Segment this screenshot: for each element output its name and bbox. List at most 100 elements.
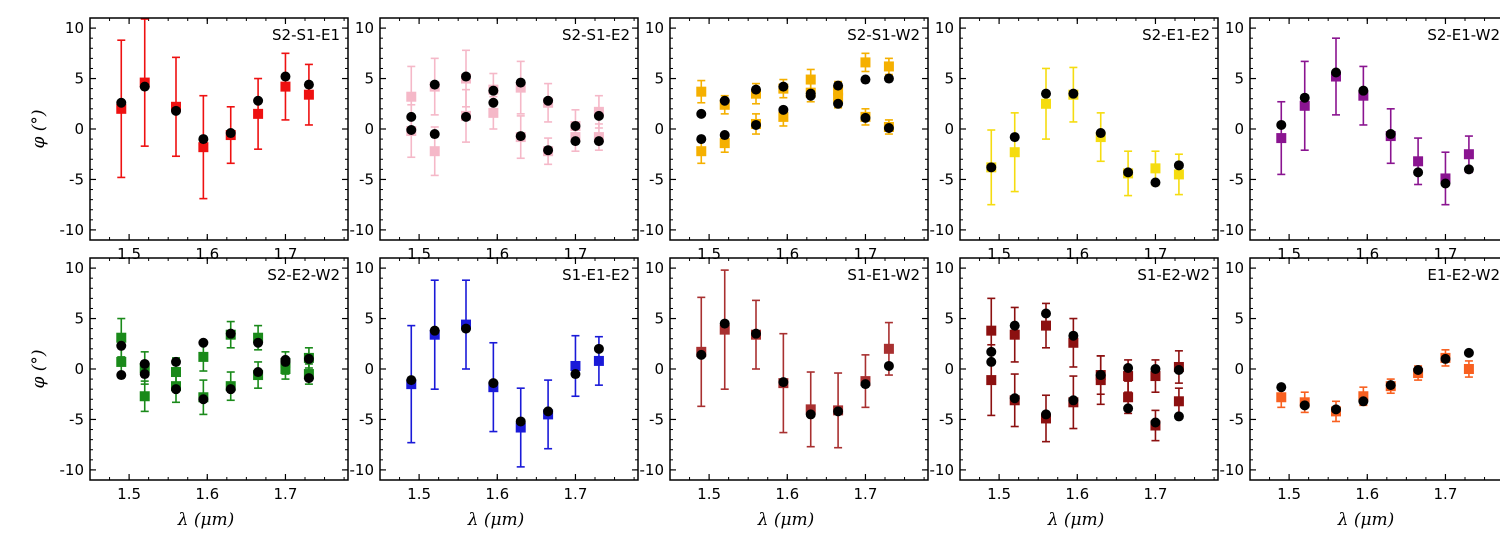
measured-marker bbox=[406, 91, 417, 102]
y-tick-label: -5 bbox=[359, 170, 374, 188]
model-marker bbox=[1041, 88, 1051, 99]
model-marker bbox=[198, 394, 209, 405]
model-marker bbox=[515, 77, 526, 88]
plot-frame bbox=[669, 17, 929, 241]
y-tick-label: 5 bbox=[654, 70, 664, 88]
model-marker bbox=[986, 356, 997, 367]
x-tick-label: 1.7 bbox=[564, 485, 588, 503]
y-tick-label: -10 bbox=[930, 221, 955, 239]
model-marker bbox=[406, 375, 417, 386]
x-tick-label: 1.7 bbox=[1144, 485, 1168, 503]
plot-frame bbox=[379, 257, 639, 481]
model-marker bbox=[429, 325, 440, 336]
model-marker bbox=[696, 108, 707, 119]
y-axis-label-bottom: φ (°) bbox=[29, 349, 49, 388]
y-tick-label: 5 bbox=[74, 310, 84, 328]
measured-marker bbox=[805, 74, 816, 85]
plot-frame bbox=[89, 257, 349, 481]
model-marker bbox=[1385, 129, 1396, 140]
y-tick-label: 0 bbox=[944, 360, 954, 378]
measured-marker bbox=[139, 391, 150, 402]
series-model-1 bbox=[986, 308, 1184, 381]
model-marker bbox=[778, 104, 789, 115]
model-marker bbox=[280, 71, 291, 82]
y-tick-label: 5 bbox=[1234, 70, 1244, 88]
measured-marker bbox=[515, 422, 526, 433]
model-marker bbox=[833, 80, 844, 91]
y-tick-label: -5 bbox=[939, 170, 954, 188]
panel-6: 1.5 1.6 1.7 10 5 0 -5 -10 S2-E2-W2 bbox=[60, 257, 349, 503]
plot-frame bbox=[89, 17, 349, 241]
model-marker bbox=[883, 122, 894, 133]
model-marker bbox=[253, 95, 264, 106]
model-marker bbox=[515, 416, 526, 427]
model-marker bbox=[805, 409, 816, 420]
model-marker bbox=[406, 111, 417, 122]
model-marker bbox=[1463, 347, 1474, 358]
model-marker bbox=[1173, 411, 1184, 422]
model-marker bbox=[1331, 67, 1341, 78]
x-tick-label: 1.6 bbox=[485, 485, 509, 503]
measured-marker bbox=[1413, 156, 1424, 167]
model-marker bbox=[1358, 85, 1369, 96]
panel-10: 1.5 1.6 1.7 10 5 0 -5 -10 E1-E2-W2 bbox=[1220, 257, 1500, 503]
measured-marker bbox=[883, 343, 894, 354]
model-marker bbox=[1009, 132, 1020, 143]
y-tick-label: 10 bbox=[65, 19, 84, 37]
series-measured-1 bbox=[986, 297, 1184, 406]
series-model-1 bbox=[406, 71, 604, 131]
model-marker bbox=[1173, 160, 1184, 171]
measured-marker bbox=[280, 364, 291, 374]
model-marker bbox=[139, 81, 150, 92]
y-tick-label: 5 bbox=[364, 70, 374, 88]
y-tick-label: -5 bbox=[69, 170, 84, 188]
measured-marker bbox=[719, 138, 730, 149]
measured-marker bbox=[1440, 173, 1451, 184]
plot-frame bbox=[959, 17, 1219, 241]
series-model bbox=[116, 71, 314, 145]
model-marker bbox=[1413, 167, 1424, 178]
model-marker bbox=[1440, 178, 1451, 189]
model-marker bbox=[1009, 393, 1020, 404]
x-tick-label: 1.5 bbox=[407, 485, 431, 503]
model-marker bbox=[116, 370, 127, 381]
measured-marker bbox=[986, 325, 997, 336]
model-marker bbox=[303, 373, 314, 384]
model-marker bbox=[570, 120, 581, 131]
measured-marker bbox=[253, 108, 264, 119]
x-axis-label-4: λ (μm) bbox=[1047, 510, 1105, 530]
model-marker bbox=[1413, 365, 1424, 376]
plot-frame bbox=[1249, 17, 1500, 241]
panel-title: E1-E2-W2 bbox=[1427, 266, 1500, 284]
measured-marker bbox=[1009, 147, 1020, 158]
x-axis-label-3: λ (μm) bbox=[757, 510, 815, 530]
measured-marker bbox=[986, 375, 997, 386]
panel-title: S1-E1-W2 bbox=[847, 266, 920, 284]
model-marker bbox=[488, 85, 499, 96]
y-tick-label: 5 bbox=[74, 70, 84, 88]
y-tick-label: 10 bbox=[355, 259, 374, 277]
model-marker bbox=[461, 323, 471, 334]
panel-title: S2-S1-E1 bbox=[272, 26, 340, 44]
model-marker bbox=[225, 128, 236, 139]
series-model bbox=[1276, 67, 1474, 189]
model-marker bbox=[543, 95, 554, 106]
y-tick-label: -5 bbox=[649, 410, 664, 428]
model-marker bbox=[1123, 403, 1134, 414]
y-tick-label: 0 bbox=[944, 120, 954, 138]
measured-marker bbox=[1358, 90, 1369, 101]
model-marker bbox=[986, 162, 997, 173]
measured-marker bbox=[488, 107, 499, 118]
model-marker bbox=[719, 130, 730, 141]
model-marker bbox=[488, 97, 499, 108]
model-marker bbox=[1150, 417, 1161, 428]
x-tick-label: 1.6 bbox=[1355, 485, 1379, 503]
y-tick-label: 0 bbox=[1234, 120, 1244, 138]
model-marker bbox=[805, 88, 816, 99]
model-marker bbox=[198, 134, 209, 145]
x-tick-label: 1.5 bbox=[987, 485, 1011, 503]
y-tick-label: 10 bbox=[645, 259, 664, 277]
panel-title: S2-E2-W2 bbox=[267, 266, 340, 284]
